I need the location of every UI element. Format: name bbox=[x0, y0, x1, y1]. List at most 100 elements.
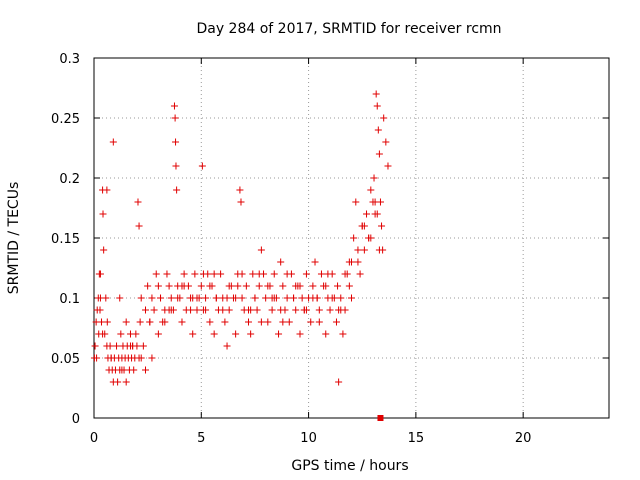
x-tick-label: 5 bbox=[197, 431, 205, 446]
data-point bbox=[165, 282, 173, 290]
data-point bbox=[238, 270, 246, 278]
data-point bbox=[199, 270, 207, 278]
data-point bbox=[197, 282, 205, 290]
data-point bbox=[219, 306, 227, 314]
data-point bbox=[354, 246, 362, 254]
data-point bbox=[268, 306, 276, 314]
data-point bbox=[358, 222, 366, 230]
data-point bbox=[285, 318, 293, 326]
data-point bbox=[298, 294, 306, 302]
data-point bbox=[191, 270, 199, 278]
data-point bbox=[210, 330, 218, 338]
data-point bbox=[352, 198, 360, 206]
data-point bbox=[382, 138, 390, 146]
data-point bbox=[354, 258, 362, 266]
data-point bbox=[150, 306, 158, 314]
data-point bbox=[134, 198, 142, 206]
data-point bbox=[337, 294, 345, 302]
data-point bbox=[232, 294, 240, 302]
y-tick-label: 0.2 bbox=[59, 172, 80, 187]
data-point bbox=[91, 342, 99, 350]
data-point bbox=[374, 126, 382, 134]
data-point bbox=[247, 330, 255, 338]
y-tick-labels: 0 0.05 0.1 0.15 0.2 0.25 0.3 bbox=[51, 52, 80, 427]
data-point bbox=[172, 162, 180, 170]
data-point bbox=[135, 222, 143, 230]
data-point bbox=[132, 330, 140, 338]
data-point bbox=[341, 270, 349, 278]
data-point bbox=[137, 354, 145, 362]
data-point bbox=[206, 282, 214, 290]
data-point bbox=[232, 330, 240, 338]
data-point bbox=[238, 294, 246, 302]
data-point bbox=[180, 270, 188, 278]
data-point bbox=[242, 282, 250, 290]
data-point bbox=[106, 342, 114, 350]
data-point bbox=[311, 258, 319, 266]
data-point bbox=[290, 294, 298, 302]
data-point bbox=[118, 366, 126, 374]
data-point bbox=[277, 306, 285, 314]
data-point bbox=[206, 318, 214, 326]
data-point bbox=[157, 294, 165, 302]
data-point bbox=[253, 306, 261, 314]
data-point bbox=[217, 270, 225, 278]
data-point bbox=[279, 318, 287, 326]
data-point bbox=[315, 306, 323, 314]
data-point bbox=[107, 354, 115, 362]
data-point bbox=[328, 294, 336, 302]
data-point bbox=[292, 282, 300, 290]
x-axis-title: GPS time / hours bbox=[291, 458, 408, 474]
data-point bbox=[384, 162, 392, 170]
chart-title: Day 284 of 2017, SRMTID for receiver rcm… bbox=[196, 21, 501, 37]
data-point bbox=[93, 354, 101, 362]
data-point bbox=[247, 306, 255, 314]
data-point bbox=[154, 282, 162, 290]
y-tick-label: 0.25 bbox=[51, 112, 80, 127]
data-point bbox=[116, 294, 124, 302]
data-point bbox=[360, 246, 368, 254]
data-point bbox=[189, 330, 197, 338]
data-point bbox=[350, 234, 358, 242]
x-tick-label: 15 bbox=[408, 431, 425, 446]
data-point bbox=[292, 306, 300, 314]
data-point bbox=[174, 294, 182, 302]
data-point bbox=[223, 294, 231, 302]
data-point bbox=[189, 294, 197, 302]
y-tick-label: 0.1 bbox=[59, 292, 80, 307]
data-point bbox=[296, 330, 304, 338]
data-point bbox=[345, 258, 353, 266]
data-point bbox=[270, 270, 278, 278]
data-points bbox=[90, 90, 392, 421]
data-point bbox=[317, 270, 325, 278]
data-point bbox=[126, 342, 134, 350]
y-axis-title: SRMTID / TECUs bbox=[6, 182, 22, 295]
data-point bbox=[114, 378, 122, 386]
data-point bbox=[148, 354, 156, 362]
data-point bbox=[370, 174, 378, 182]
data-point bbox=[237, 198, 245, 206]
y-tick-label: 0.15 bbox=[51, 232, 80, 247]
data-point bbox=[307, 318, 315, 326]
data-point bbox=[335, 378, 343, 386]
data-point bbox=[334, 282, 342, 290]
data-point bbox=[154, 330, 162, 338]
data-point bbox=[279, 282, 287, 290]
data-point bbox=[221, 318, 229, 326]
data-point bbox=[337, 306, 345, 314]
data-point bbox=[380, 114, 388, 122]
data-point bbox=[268, 294, 276, 302]
data-point bbox=[255, 282, 263, 290]
data-point bbox=[142, 366, 149, 374]
data-point bbox=[122, 378, 130, 386]
data-point bbox=[373, 210, 381, 218]
data-point bbox=[161, 318, 169, 326]
data-point bbox=[117, 330, 125, 338]
data-point bbox=[255, 270, 263, 278]
data-point bbox=[315, 318, 323, 326]
marker-point bbox=[377, 415, 384, 421]
x-tick-label: 10 bbox=[300, 431, 317, 446]
data-point bbox=[99, 210, 107, 218]
data-point bbox=[136, 318, 144, 326]
